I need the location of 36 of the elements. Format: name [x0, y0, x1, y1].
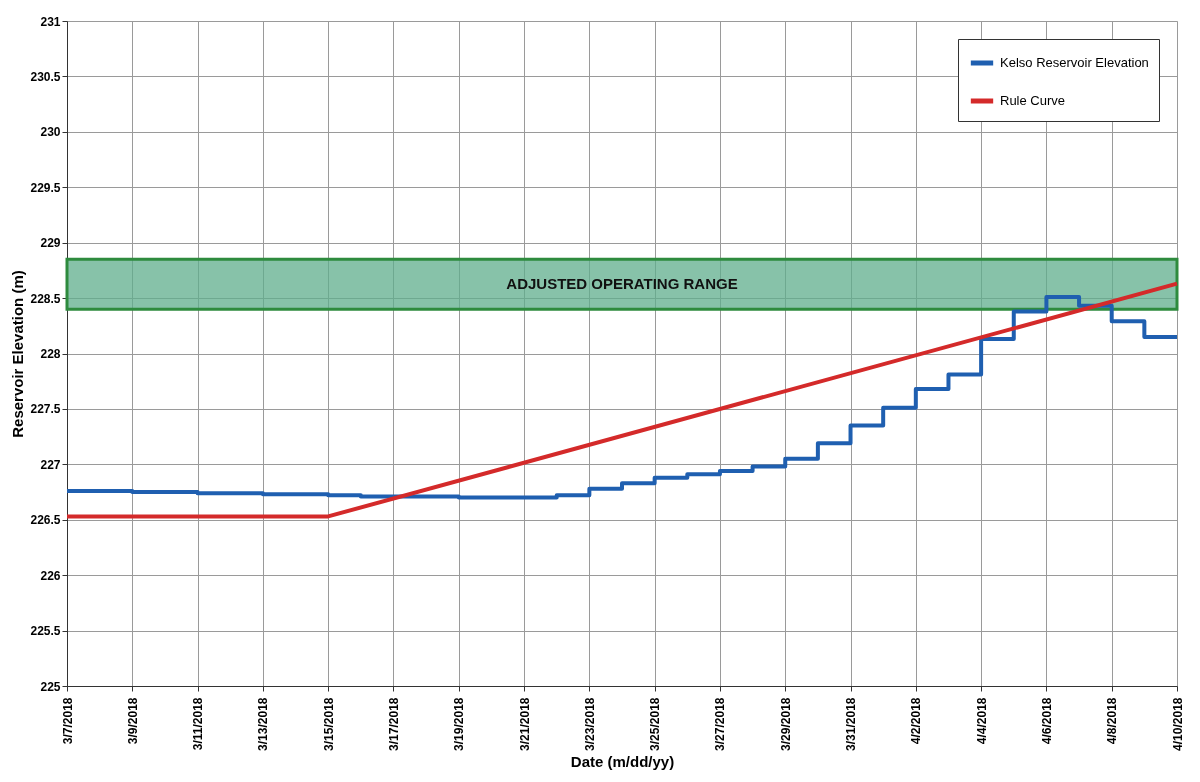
x-tick-label: 3/9/2018 [125, 697, 140, 745]
x-tick-label: 4/2/2018 [909, 697, 924, 745]
y-tick-label: 227.5 [30, 402, 61, 417]
y-tick-label: 229.5 [30, 180, 61, 195]
x-tick-label: 3/7/2018 [60, 697, 75, 745]
x-tick-label: 3/29/2018 [778, 697, 793, 751]
x-tick-label: 3/27/2018 [713, 697, 728, 751]
y-tick-label: 230.5 [30, 69, 61, 84]
y-tick-label: 227 [40, 457, 61, 472]
x-tick-label: 4/8/2018 [1105, 697, 1120, 745]
x-tick-label: 3/31/2018 [844, 697, 859, 751]
x-tick-label: 4/6/2018 [1039, 697, 1054, 745]
y-tick-label: 228.5 [30, 291, 61, 306]
x-tick-label: 3/13/2018 [256, 697, 271, 751]
band-label: ADJUSTED OPERATING RANGE [506, 275, 738, 293]
y-tick-label: 231 [40, 14, 61, 29]
x-tick-label: 4/4/2018 [974, 697, 989, 745]
legend-label: Kelso Reservoir Elevation [1000, 55, 1149, 70]
legend-label: Rule Curve [1000, 93, 1066, 108]
x-tick-label: 3/15/2018 [321, 697, 336, 751]
y-tick-label: 225 [40, 679, 61, 694]
x-tick-label: 4/10/2018 [1170, 697, 1185, 751]
y-tick-label: 228 [40, 347, 61, 361]
x-axis-title: Date (m/dd/yy) [570, 752, 675, 770]
x-tick-label: 3/21/2018 [517, 697, 532, 751]
y-tick-label: 226.5 [30, 513, 61, 528]
x-tick-label: 3/17/2018 [386, 697, 401, 751]
y-tick-label: 226 [40, 568, 61, 583]
y-axis-title: Reservoir Elevation (m) [9, 270, 27, 438]
y-tick-label: 229 [40, 236, 61, 251]
x-tick-label: 3/25/2018 [648, 697, 663, 751]
y-tick-label: 225.5 [30, 624, 61, 639]
y-tick-label: 230 [40, 125, 61, 140]
x-tick-label: 3/11/2018 [191, 697, 206, 751]
x-tick-label: 3/19/2018 [452, 697, 467, 751]
x-tick-label: 3/23/2018 [582, 697, 597, 751]
